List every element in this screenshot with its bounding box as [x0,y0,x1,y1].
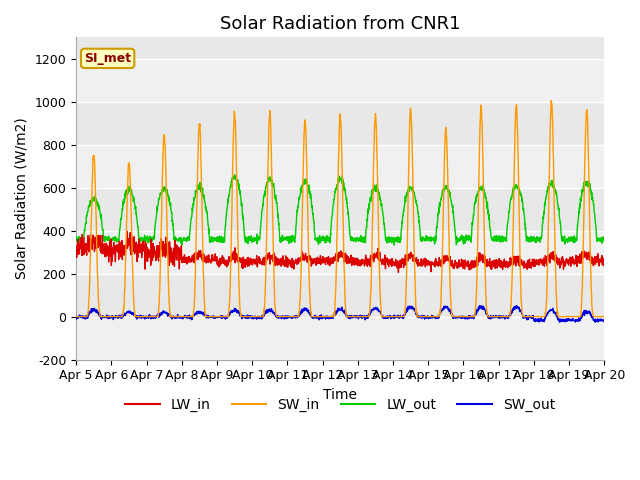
Bar [76,274,604,317]
Bar [76,145,604,188]
Text: SI_met: SI_met [84,52,131,65]
Legend: LW_in, SW_in, LW_out, SW_out: LW_in, SW_in, LW_out, SW_out [120,392,561,417]
X-axis label: Time: Time [323,388,357,402]
Bar [76,59,604,102]
Title: Solar Radiation from CNR1: Solar Radiation from CNR1 [220,15,461,33]
Y-axis label: Solar Radiation (W/m2): Solar Radiation (W/m2) [15,118,29,279]
Bar [76,317,604,360]
Bar [76,231,604,274]
Bar [76,188,604,231]
Bar [76,102,604,145]
